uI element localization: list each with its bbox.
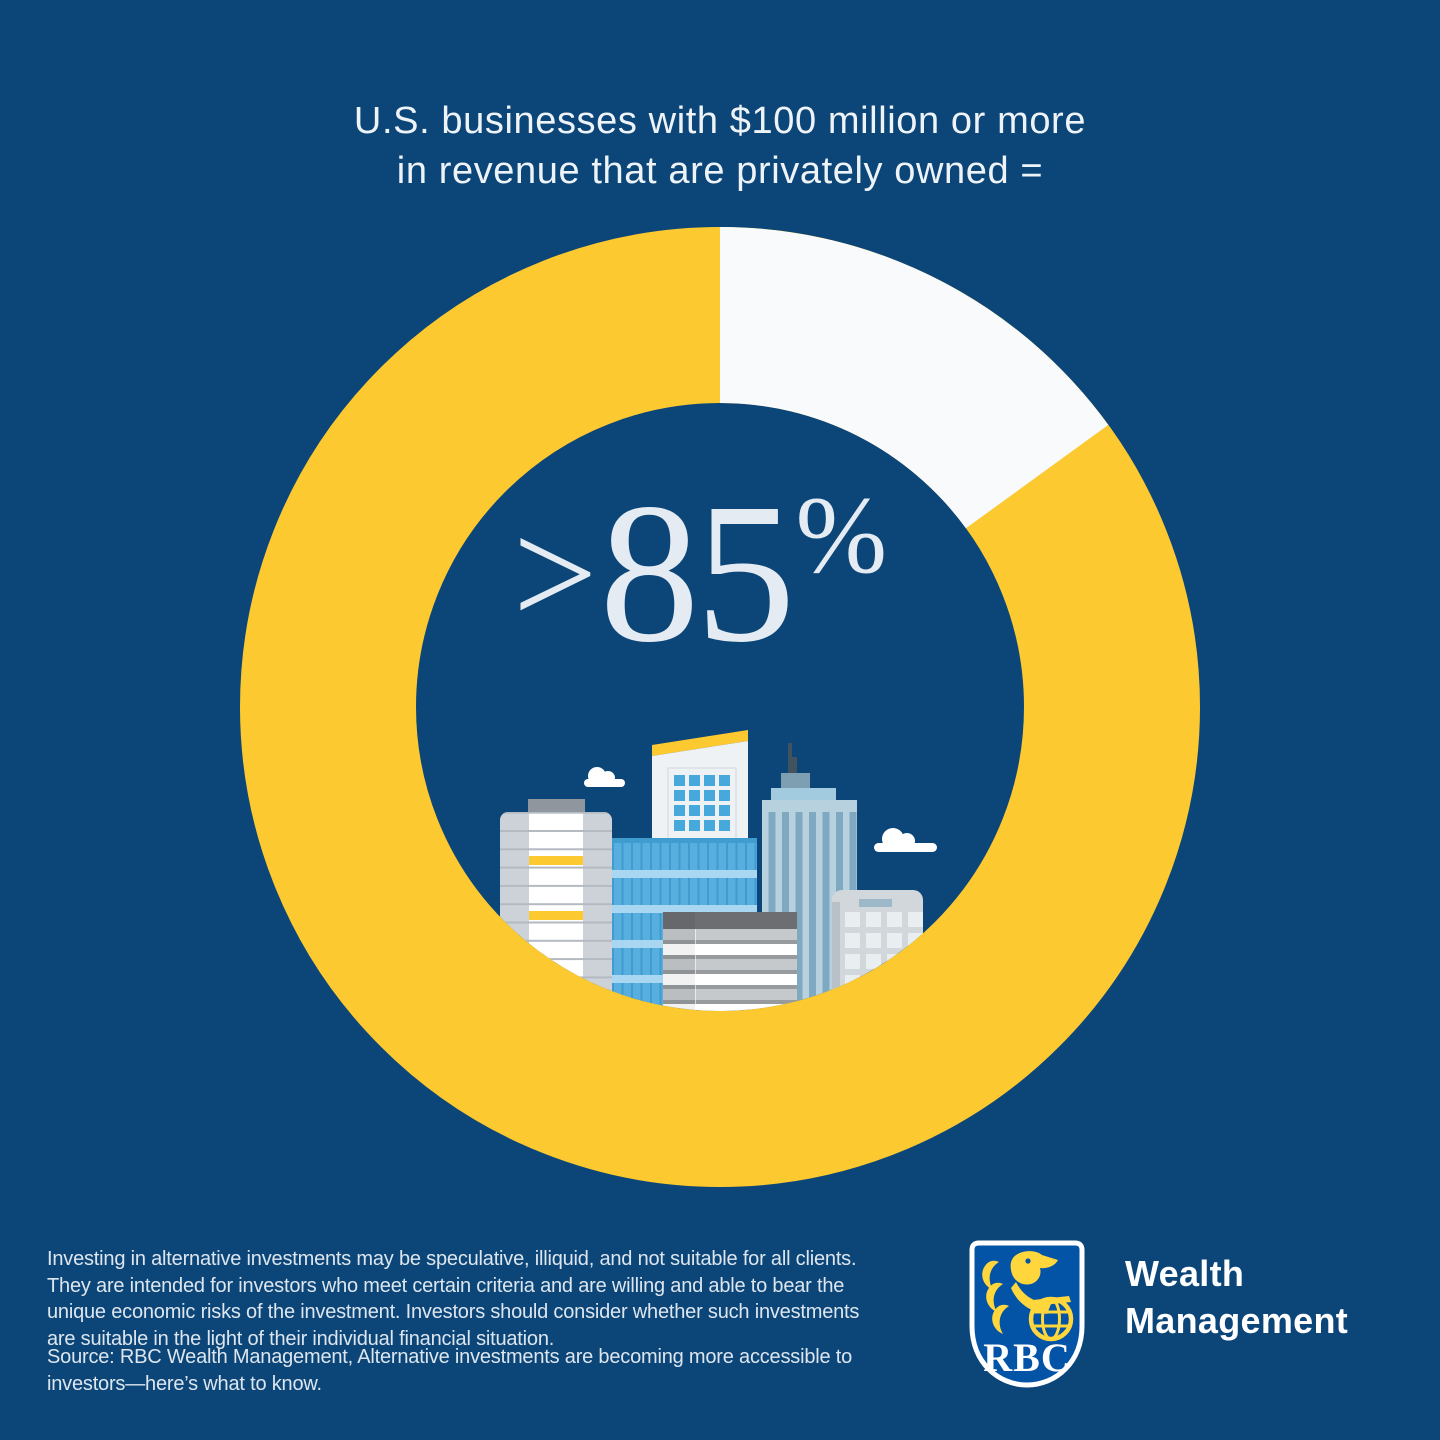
cloud-icon [584,767,625,787]
source-text: Source: RBC Wealth Management, Alternati… [47,1344,947,1397]
source-line: investors—here’s what to know. [47,1372,322,1395]
title-line-2: in revenue that are privately owned = [396,150,1044,192]
greater-than-symbol: > [512,491,598,657]
disclaimer-line: Investing in alternative investments may… [47,1248,857,1270]
brand-name-line-2: Management [1125,1300,1349,1341]
disclaimer-line: are suitable in the light of their indiv… [47,1327,555,1350]
rbc-wordmark: RBC [983,1335,1070,1380]
percent-symbol: % [795,474,888,596]
title-line-1: U.S. businesses with $100 million or mor… [353,100,1087,142]
donut-slice-remainder [720,227,1109,529]
disclaimer-line: They are intended for investors who meet… [47,1274,845,1297]
stat-value: 85 [599,463,795,684]
building-gray-striped [663,912,797,1011]
cloud-icon [874,828,937,852]
page-title: U.S. businesses with $100 million or mor… [0,96,1440,196]
brand-name-line-1: Wealth [1125,1253,1245,1294]
lion-globe-icon [982,1251,1074,1342]
city-skyline-illustration [500,730,937,1011]
rbc-logo: RBC [969,1240,1085,1393]
disclaimer-line: unique economic risks of the investment.… [47,1301,860,1323]
center-stat: > 85 % [513,474,887,674]
brand-name: Wealth Management [1125,1250,1348,1344]
disclaimer-text: Investing in alternative investments may… [47,1246,947,1352]
source-line: Source: RBC Wealth Management, Alternati… [47,1346,853,1368]
shield-icon [969,1240,1085,1388]
